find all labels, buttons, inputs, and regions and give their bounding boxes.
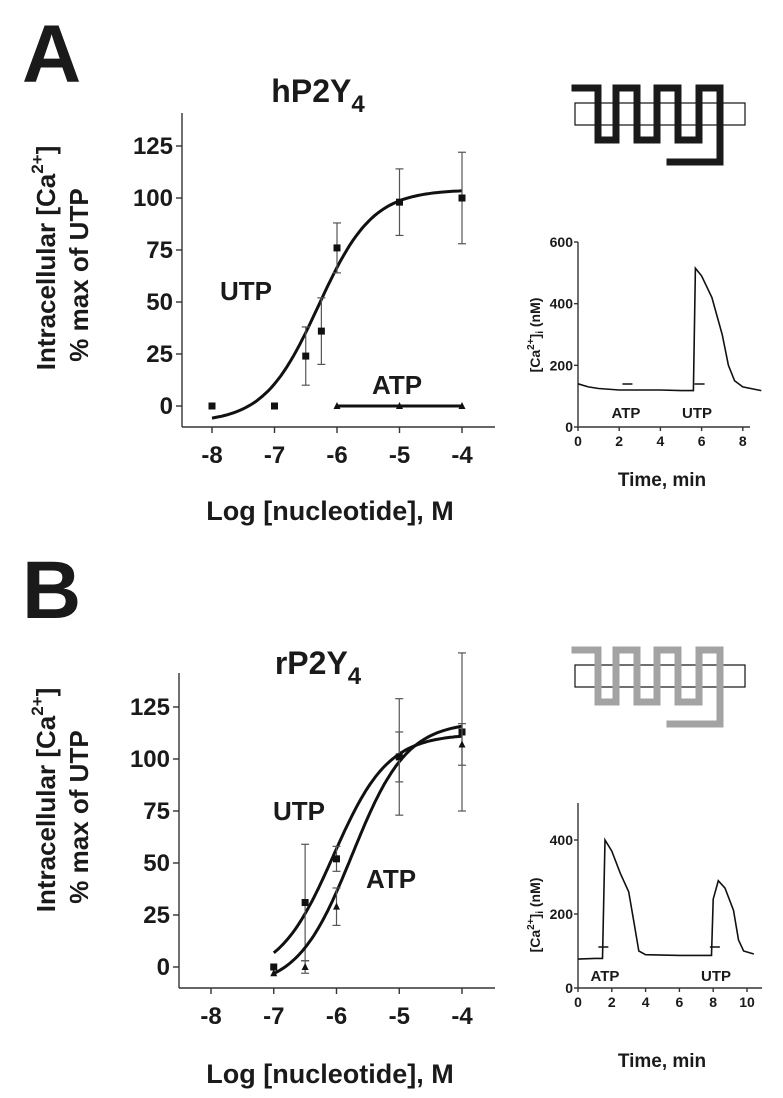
calcium-trace-chart: 0 200 400 600 0 2 4 6 8	[550, 234, 762, 449]
x-tick-label: -7	[263, 1003, 284, 1030]
y-tick-label: 75	[143, 798, 170, 825]
receptor-topology-icon	[571, 646, 746, 728]
y-axis-label-line1: Intracellular [Ca2+]	[28, 146, 61, 371]
series-label-atp: ATP	[372, 370, 422, 400]
panel-letter: B	[22, 545, 81, 636]
y-tick-label: 100	[130, 746, 170, 773]
x-axis-label: Log [nucleotide], M	[206, 1059, 453, 1089]
data-point-utp	[458, 194, 466, 202]
x-tick-label: -8	[200, 1003, 221, 1030]
y-tick-label: 0	[160, 393, 173, 420]
y-tick-label: 400	[550, 296, 574, 312]
trace-marker-utp: UTP	[701, 968, 731, 985]
panel-a: A hP2Y4 Intracellular [Ca2+] % max of UT…	[22, 9, 712, 526]
receptor-strand-icon	[571, 646, 724, 728]
x-tick-label: -7	[264, 442, 285, 469]
y-tick-label: 50	[143, 850, 170, 877]
trace-marker-utp: UTP	[682, 405, 712, 422]
y-axis-label-line1: Intracellular [Ca2+]	[28, 688, 61, 913]
y-tick-label: 100	[133, 185, 173, 212]
y-tick-label: 0	[157, 954, 170, 981]
series-label-utp: UTP	[220, 276, 272, 306]
data-point-atp	[458, 740, 466, 748]
calcium-trace-line	[577, 837, 755, 960]
data-point-utp	[396, 198, 403, 206]
y-tick-label: 125	[133, 133, 173, 160]
data-point-atp	[270, 969, 278, 977]
x-tick-label: 0	[574, 433, 582, 449]
x-tick-label: 4	[642, 994, 650, 1010]
x-tick-label: 6	[676, 994, 684, 1010]
x-tick-label: 0	[574, 994, 582, 1010]
y-tick-label: 25	[143, 902, 170, 929]
calcium-trace-line	[577, 265, 762, 392]
y-tick-label: 200	[550, 906, 574, 922]
dose-response-chart: 0 25 50 75 100 125 -8 -7 -6 -5 -4	[130, 652, 495, 1030]
x-tick-label: 8	[739, 433, 747, 449]
fit-curve-atp	[273, 724, 463, 975]
chart-title: rP2Y4	[275, 645, 362, 690]
trace-marker-atp: ATP	[591, 968, 620, 985]
series-label-utp: UTP	[273, 796, 325, 826]
receptor-strand-icon	[571, 84, 724, 166]
x-tick-label: -8	[201, 442, 222, 469]
y-tick-label: 600	[550, 234, 574, 250]
trace-x-label: Time, min	[618, 1051, 706, 1072]
calcium-trace-chart: 0 200 400 0 2 4 6 8 10	[550, 803, 762, 1010]
panel-letter: A	[22, 9, 81, 100]
trace-marker-atp: ATP	[612, 405, 641, 422]
x-tick-label: -4	[451, 442, 473, 469]
x-tick-label: 10	[739, 994, 755, 1010]
data-point-atp	[333, 902, 340, 910]
y-tick-label: 200	[550, 357, 574, 373]
data-point-utp	[270, 963, 278, 971]
x-tick-label: 6	[698, 433, 706, 449]
y-tick-label: 400	[550, 832, 574, 848]
data-point-atp	[333, 402, 341, 409]
chart-title: hP2Y4	[271, 73, 365, 118]
data-point-utp	[271, 402, 278, 410]
receptor-topology-icon	[571, 84, 746, 166]
trace-y-label: [Ca2+]i (nM)	[526, 298, 546, 373]
data-point-atp	[395, 752, 403, 760]
data-point-utp	[333, 855, 340, 863]
dose-response-chart: 0 25 50 75 100 125 -8 -7 -6 -5 -4	[133, 113, 495, 469]
data-point-utp	[333, 244, 341, 252]
y-tick-label: 125	[130, 694, 170, 721]
trace-x-label: Time, min	[618, 470, 706, 491]
x-tick-label: 8	[709, 994, 717, 1010]
data-point-utp	[317, 327, 325, 335]
y-tick-label: 50	[146, 289, 173, 316]
y-tick-label: 25	[146, 341, 173, 368]
y-tick-label: 0	[565, 419, 573, 435]
x-tick-label: 2	[615, 433, 623, 449]
data-point-utp	[208, 402, 216, 410]
data-point-utp	[301, 899, 309, 907]
x-tick-label: -5	[389, 1003, 410, 1030]
data-point-atp	[301, 963, 309, 970]
trace-y-label: [Ca2+]i (nM)	[526, 878, 546, 953]
panel-b: B rP2Y4 Intracellular [Ca2+] % max of UT…	[22, 545, 731, 1089]
data-point-utp	[302, 352, 310, 360]
y-tick-label: 75	[146, 237, 173, 264]
series-label-atp: ATP	[366, 864, 416, 894]
x-tick-label: -6	[326, 1003, 347, 1030]
y-axis-label-line2: % max of UTP	[64, 730, 94, 903]
x-tick-label: 2	[608, 994, 616, 1010]
y-axis-label-line2: % max of UTP	[64, 188, 94, 361]
data-point-atp	[396, 402, 403, 409]
x-tick-label: 4	[657, 433, 665, 449]
x-axis-label: Log [nucleotide], M	[206, 496, 453, 526]
x-tick-label: -4	[451, 1003, 473, 1030]
y-tick-label: 0	[565, 980, 573, 996]
x-tick-label: -5	[389, 442, 410, 469]
data-point-atp	[458, 402, 466, 409]
x-tick-label: -6	[326, 442, 347, 469]
